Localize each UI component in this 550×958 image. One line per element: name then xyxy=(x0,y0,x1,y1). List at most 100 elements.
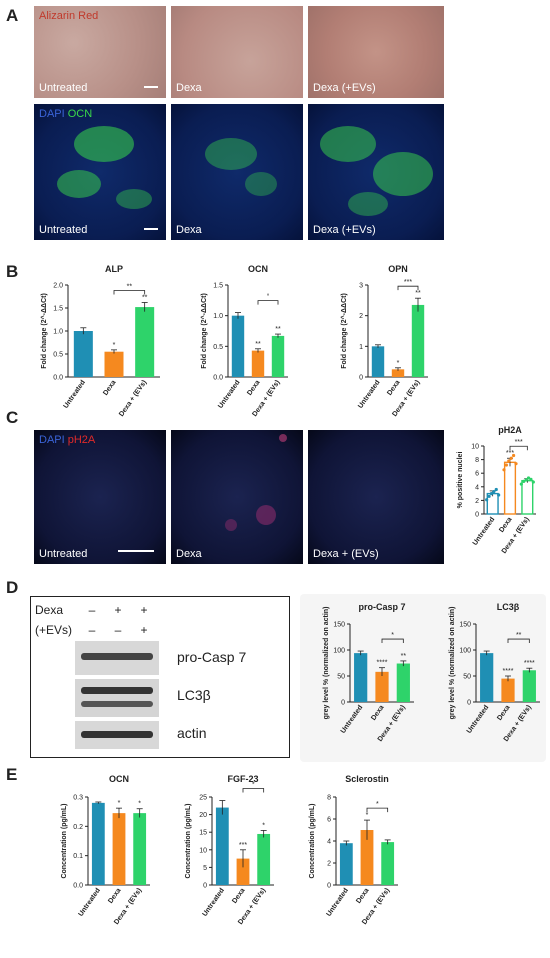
b-opn-significance: * xyxy=(397,360,400,367)
c-ph2a-bracket xyxy=(509,445,528,451)
e-ocn-bar xyxy=(112,813,126,885)
d-lc3b-bracket-label: ** xyxy=(516,632,522,639)
b-opn-x-tick-label: Dexa xyxy=(386,379,401,397)
evs-sign-2: – xyxy=(114,623,122,637)
image-label-dexa: Dexa xyxy=(176,548,202,560)
b-ocn-y-label: Fold change (2^-ΔΔCt) xyxy=(200,293,208,369)
dexa-row-label: Dexa xyxy=(35,603,64,617)
c-ph2a-data-point xyxy=(524,478,528,482)
e-fgf23-y-tick-label: 15 xyxy=(199,830,207,837)
d-lc3b-significance: **** xyxy=(503,668,514,675)
b-opn-y-tick-label: 0 xyxy=(359,375,363,382)
e-ocn-y-tick-label: 0.1 xyxy=(73,853,83,860)
image-label-dexa: Dexa xyxy=(176,224,202,236)
b-opn-y-label: Fold change (2^-ΔΔCt) xyxy=(340,293,348,369)
d-procasp7-title: pro-Casp 7 xyxy=(358,602,405,612)
e-sclerostin-significance: * xyxy=(366,812,369,819)
dexa-sign-3: + xyxy=(140,603,148,617)
b-alp-x-tick-label: Dexa xyxy=(102,379,117,397)
scale-bar xyxy=(144,228,158,230)
c-ph2a-data-point xyxy=(507,459,511,463)
c-ph2a-data-point xyxy=(494,487,498,492)
band-label-lc3b: LC3β xyxy=(177,687,211,703)
b-ocn-x-tick-label: Untreated xyxy=(217,379,241,410)
c-ph2a-data-point xyxy=(504,463,508,467)
e-ocn-title: OCN xyxy=(109,774,129,784)
ph2a-dexa-image: Dexa xyxy=(171,430,303,564)
c-ph2a-y-tick-label: 4 xyxy=(475,484,479,491)
e-fgf23-bracket xyxy=(242,788,265,793)
c-ph2a-data-point xyxy=(489,492,494,496)
d-procasp7-y-tick-label: 0 xyxy=(341,700,345,707)
d-lc3b-y-tick-label: 150 xyxy=(459,622,471,629)
e-ocn-significance: * xyxy=(118,800,121,807)
c-ph2a-data-point xyxy=(522,479,526,483)
d-procasp7-x-tick-label: Dexa xyxy=(370,704,385,722)
e-fgf23-title: FGF-23 xyxy=(227,774,258,784)
b-ocn-y-tick-label: 0.0 xyxy=(213,375,223,382)
e-sclerostin-y-tick-label: 2 xyxy=(327,861,331,868)
image-label-dexa-evs: Dexa + (EVs) xyxy=(313,548,379,560)
panel-letter-d: D xyxy=(6,578,19,597)
dexa-sign-1: – xyxy=(88,603,96,617)
d-lc3b-y-tick-label: 0 xyxy=(467,700,471,707)
image-label-untreated: Untreated xyxy=(39,224,88,236)
e-sclerostin-bar xyxy=(360,830,374,885)
e-fgf23-y-tick-label: 10 xyxy=(199,847,207,854)
d-lc3b-title: LC3β xyxy=(497,602,520,612)
b-opn-bracket-label: *** xyxy=(404,279,412,286)
e-fgf23-y-tick-label: 20 xyxy=(199,812,207,819)
d-lc3b-y-tick-label: 50 xyxy=(463,674,471,681)
alizarin-untreated-image: Alizarin Red Untreated xyxy=(34,6,166,98)
dapi-label: DAPI xyxy=(39,434,65,446)
b-opn-bar xyxy=(371,346,385,377)
dapi-ph2a-label: DAPI pH2A xyxy=(39,434,95,446)
e-sclerostin-y-tick-label: 0 xyxy=(327,883,331,890)
e-fgf23-x-tick-label: Dexa xyxy=(231,887,246,905)
b-alp-y-tick-label: 1.5 xyxy=(53,306,63,313)
e-sclerostin-bracket xyxy=(366,807,389,813)
image-label-dexa: Dexa xyxy=(176,82,202,94)
b-ocn-significance: ** xyxy=(255,341,261,348)
b-ocn-y-tick-label: 1.0 xyxy=(213,313,223,320)
b-opn-y-tick-label: 1 xyxy=(359,344,363,351)
band-label-actin: actin xyxy=(177,725,207,741)
b-alp-y-tick-label: 0.0 xyxy=(53,375,63,382)
scale-bar xyxy=(118,550,154,552)
b-ocn-significance: ** xyxy=(275,326,281,333)
c-ph2a-x-tick-label: Untreated xyxy=(472,516,496,547)
b-ocn-title: OCN xyxy=(248,264,268,274)
b-alp-significance: * xyxy=(113,342,116,349)
c-ph2a-bar xyxy=(521,479,534,515)
c-ph2a-data-point xyxy=(485,498,489,502)
e-fgf23-significance: *** xyxy=(239,842,247,849)
d-lc3b-bracket xyxy=(507,638,530,644)
e-fgf23-bar xyxy=(215,807,229,885)
scale-bar xyxy=(144,86,158,88)
b-ocn-bar xyxy=(271,335,285,377)
d-lc3b-y-label: grey level % (normalized on actin) xyxy=(449,607,456,720)
d-procasp7-bracket-label: * xyxy=(391,632,394,639)
panel-letter-b: B xyxy=(6,262,19,281)
c-ph2a-y-tick-label: 10 xyxy=(471,444,479,451)
b-alp-title: ALP xyxy=(105,264,123,274)
b-alp-bar xyxy=(135,307,155,377)
ocn-label: OCN xyxy=(67,108,93,120)
b-alp-y-tick-label: 0.5 xyxy=(53,352,63,359)
b-opn-title: OPN xyxy=(388,264,408,274)
d-procasp7-y-label: grey level % (normalized on actin) xyxy=(323,607,330,720)
e-sclerostin-bar xyxy=(339,843,353,885)
b-alp-y-tick-label: 2.0 xyxy=(53,283,63,290)
d-procasp7-bar xyxy=(396,663,410,702)
e-fgf23-y-tick-label: 25 xyxy=(199,795,207,802)
d-lc3b-x-tick-label: Untreated xyxy=(466,704,490,735)
panel-letter-c: C xyxy=(6,408,19,427)
e-fgf23-bar xyxy=(257,833,271,885)
b-opn-y-tick-label: 3 xyxy=(359,283,363,290)
e-fgf23-significance: * xyxy=(262,822,265,829)
e-sclerostin-x-tick-label: Untreated xyxy=(325,887,349,918)
e-sclerostin-y-tick-label: 8 xyxy=(327,795,331,802)
western-blot-box: Dexa (+EVs) – + + – – + pro-Casp 7 LC3β … xyxy=(30,596,290,758)
c-ph2a-data-point xyxy=(511,453,516,458)
alizarin-dexa-evs-image: Dexa (+EVs) xyxy=(308,6,444,98)
